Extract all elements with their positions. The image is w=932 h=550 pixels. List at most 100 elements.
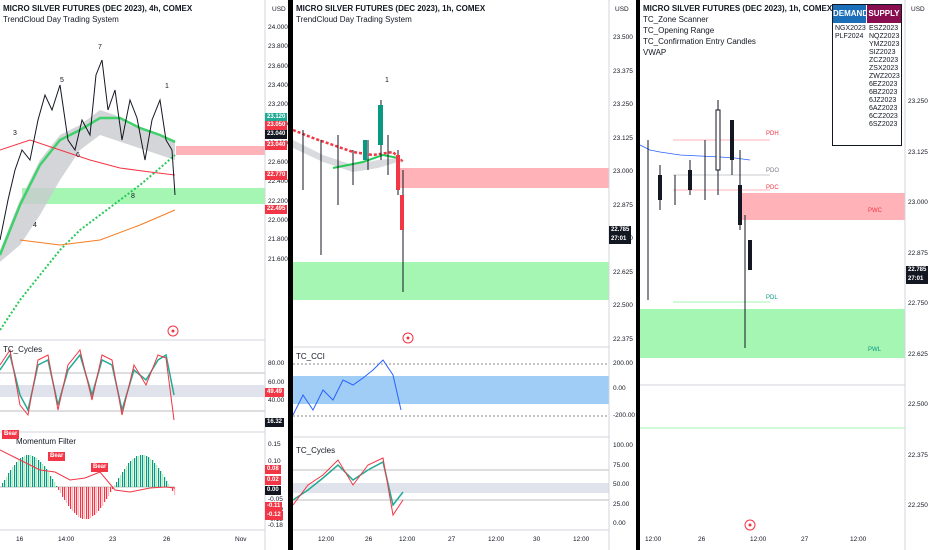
histogram-bar <box>88 487 90 519</box>
time-tick: 27 <box>448 536 456 543</box>
currency-label: USD <box>272 6 286 13</box>
chart-panel-4h[interactable]: MICRO SILVER FUTURES (DEC 2023), 4h, COM… <box>0 0 288 550</box>
time-tick: 26 <box>698 536 706 543</box>
bear-signal: Bear <box>91 463 109 472</box>
price-tick: 22.625 <box>908 350 928 358</box>
price-tick: 22.200 <box>268 197 288 205</box>
sub-tag: 0.08 <box>265 465 281 474</box>
price-tick: 22.875 <box>908 249 928 257</box>
price-tick: 23.800 <box>268 43 288 51</box>
histogram-bar <box>56 486 58 487</box>
histogram-bar <box>136 456 138 487</box>
indicator-label: TC_Confirmation Entry Candles <box>643 37 756 46</box>
histogram-bar <box>134 458 136 487</box>
sub-tag: 0.00 <box>265 486 281 495</box>
histogram-bar <box>152 460 154 487</box>
time-tick: 23 <box>109 536 117 543</box>
histogram-bar <box>86 487 88 519</box>
time-tick: 12:00 <box>399 536 416 543</box>
level-label: PDH <box>766 131 779 137</box>
price-tick: 22.500 <box>908 401 928 408</box>
time-tick: 12:00 <box>318 536 335 543</box>
time-tick: 30 <box>533 536 541 543</box>
time-tick: 12:00 <box>488 536 505 543</box>
price-tick: 22.500 <box>613 302 633 309</box>
histogram-bar <box>24 456 26 487</box>
histogram-bar <box>148 457 150 487</box>
histogram-bar <box>146 456 148 487</box>
price-tick: 22.375 <box>908 451 928 459</box>
level-label: PWL <box>868 347 882 353</box>
histogram-bar <box>20 458 22 487</box>
sub-tick: 0.00 <box>613 385 626 392</box>
price-tick: 22.375 <box>613 335 633 343</box>
sub-tick: 50.00 <box>613 481 630 488</box>
histogram-bar <box>36 458 38 487</box>
wave-label: 6 <box>76 152 80 159</box>
sub-tag: -0.11 <box>265 502 283 511</box>
chart-4h-canvas[interactable] <box>0 0 288 550</box>
wave-label: 4 <box>33 222 37 229</box>
price-tick: 23.600 <box>268 62 288 70</box>
price-tick: 23.000 <box>908 199 928 206</box>
wave-label: 3 <box>13 130 17 137</box>
histogram-bar <box>160 471 162 487</box>
price-tick: 23.125 <box>613 134 633 142</box>
price-tick: 21.600 <box>268 255 288 263</box>
sub-tick: 0.15 <box>268 441 281 448</box>
chart-panel-1h-a[interactable]: MICRO SILVER FUTURES (DEC 2023), 1h, COM… <box>293 0 636 550</box>
panel-divider[interactable] <box>636 0 640 550</box>
histogram-bar <box>10 470 12 487</box>
sub-tag: 16.32 <box>265 418 285 427</box>
wave-label: 8 <box>131 193 135 200</box>
histogram-bar <box>18 460 20 487</box>
sub-pane-title: Momentum Filter <box>16 437 77 446</box>
histogram-bar <box>32 456 34 487</box>
currency-label: USD <box>615 6 629 13</box>
time-tick: 27 <box>801 536 809 543</box>
price-tick: 23.200 <box>268 101 288 109</box>
sub-tag: 49.49 <box>265 388 285 397</box>
histogram-bar <box>74 487 76 513</box>
histogram-bar <box>90 487 92 518</box>
histogram-bar <box>128 463 130 487</box>
price-tick: 22.600 <box>268 159 288 167</box>
histogram-bar <box>122 472 124 487</box>
chart-1h-b-canvas[interactable] <box>640 0 932 550</box>
level-label: PWC <box>868 208 882 214</box>
histogram-bar <box>132 459 134 487</box>
sub-tick: -0.18 <box>268 522 283 529</box>
panel-divider[interactable] <box>288 0 293 550</box>
chart-title: MICRO SILVER FUTURES (DEC 2023), 4h, COM… <box>3 4 193 13</box>
sub-tick: -200.00 <box>613 412 636 419</box>
histogram-bar <box>120 475 122 487</box>
histogram-bar <box>40 462 42 487</box>
histogram-bar <box>42 464 44 487</box>
histogram-bar <box>76 487 78 515</box>
chart-panel-1h-b[interactable]: MICRO SILVER FUTURES (DEC 2023), 1h, COM… <box>640 0 932 550</box>
supply-list: ESZ2023 NQZ2023 YMZ2023 SIZ2023 ZCZ2023 … <box>869 25 900 128</box>
histogram-bar <box>108 487 110 496</box>
histogram-bar <box>110 487 112 492</box>
price-tick: 23.000 <box>613 168 633 175</box>
candles <box>302 100 404 292</box>
histogram-bar <box>96 487 98 513</box>
histogram-bar <box>16 462 18 487</box>
indicator-label: TC_Zone Scanner <box>643 15 709 24</box>
chart-1h-a-canvas[interactable] <box>293 0 636 550</box>
price-tick: 24.000 <box>268 24 288 31</box>
histogram-bar <box>158 468 160 487</box>
price-tick: 22.250 <box>908 502 928 509</box>
price-tick: 21.800 <box>268 236 288 244</box>
histogram-bar <box>162 474 164 487</box>
sub-tick: 200.00 <box>613 360 633 367</box>
histogram-bar <box>118 478 120 487</box>
histogram-bar <box>70 487 72 509</box>
level-label: PDC <box>766 185 779 191</box>
histogram-bar <box>166 481 168 487</box>
histogram-bar <box>72 487 74 511</box>
histogram-bar <box>84 487 86 519</box>
histogram-bar <box>50 476 52 487</box>
price-tag: 22.495 <box>265 205 288 214</box>
price-tick: 23.125 <box>908 148 928 156</box>
